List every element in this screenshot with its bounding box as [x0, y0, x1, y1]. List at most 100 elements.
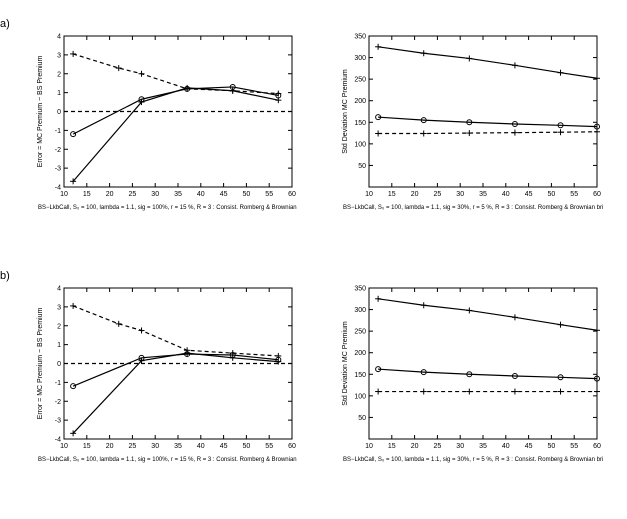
y-axis-label: Std Deviation MC Premium: [342, 321, 349, 406]
y-tick-label: 350: [354, 34, 366, 41]
y-axis-label: Error = MC Premium − BS Premium: [37, 56, 44, 168]
x-tick-label: 15: [83, 191, 91, 198]
x-tick-label: 50: [243, 443, 251, 450]
y-tick-label: 200: [354, 350, 366, 357]
x-tick-label: 30: [151, 443, 159, 450]
y-tick-label: -3: [55, 418, 61, 425]
y-tick-label: -4: [55, 185, 61, 192]
x-tick-label: 20: [106, 191, 114, 198]
series-dashed-plus: [378, 132, 597, 134]
row-label: a): [0, 18, 10, 30]
x-tick-label: 25: [129, 443, 137, 450]
x-tick-label: 55: [570, 443, 578, 450]
x-tick-label: 20: [106, 443, 114, 450]
series-dashed-plus: [73, 306, 278, 356]
x-tick-label: 55: [570, 191, 578, 198]
y-tick-label: 200: [354, 98, 366, 105]
plot-frame: [369, 36, 597, 187]
series-solid-circle: [378, 369, 597, 378]
series-solid-circle: [378, 117, 597, 126]
y-tick-label: 250: [354, 329, 366, 336]
x-tick-label: 60: [593, 443, 601, 450]
x-tick-label: 55: [265, 443, 273, 450]
chart-panel: 10 15 20 25 30 35 40 45 50 55 60 -4 -3 -2 -1 0 1 2 3 4 Error…: [30, 30, 298, 215]
y-tick-label: -2: [55, 399, 61, 406]
x-tick-label: 10: [60, 443, 68, 450]
panel-caption: BS−LkbCall, S₀ = 100, lambda = 1.1, sig …: [343, 457, 603, 463]
series-solid-plus: [378, 47, 597, 78]
x-tick-label: 10: [365, 443, 373, 450]
y-tick-label: 250: [354, 77, 366, 84]
y-tick-label: 0: [57, 109, 61, 116]
x-tick-label: 60: [288, 191, 296, 198]
y-tick-label: 1: [57, 342, 61, 349]
y-tick-label: -1: [55, 380, 61, 387]
x-tick-label: 30: [456, 443, 464, 450]
y-tick-label: 2: [57, 71, 61, 78]
y-tick-label: 0: [57, 361, 61, 368]
plot-frame: [369, 288, 597, 439]
y-tick-label: 4: [57, 34, 61, 41]
series-solid-plus: [73, 353, 278, 433]
chart-panel: 10 15 20 25 30 35 40 45 50 55 60 50 100 150 200 250 300 3…: [335, 30, 603, 215]
x-tick-label: 45: [525, 191, 533, 198]
y-tick-label: 150: [354, 372, 366, 379]
chart-panel: 1015202530354045505560-4-3-2-101234Error…: [30, 282, 298, 467]
y-tick-label: -3: [55, 166, 61, 173]
x-tick-label: 20: [411, 443, 419, 450]
x-tick-label: 50: [243, 191, 251, 198]
y-tick-label: 50: [358, 415, 366, 422]
x-tick-label: 45: [220, 191, 228, 198]
y-tick-label: 300: [354, 55, 366, 62]
y-tick-label: 100: [354, 393, 366, 400]
x-tick-label: 35: [174, 191, 182, 198]
x-tick-label: 45: [525, 443, 533, 450]
x-tick-label: 25: [434, 443, 442, 450]
y-tick-label: -1: [55, 128, 61, 135]
x-tick-label: 30: [456, 191, 464, 198]
x-tick-label: 25: [129, 191, 137, 198]
x-tick-label: 15: [388, 191, 396, 198]
y-tick-label: 3: [57, 52, 61, 59]
row-label: b): [0, 270, 10, 282]
marker-circle: [71, 384, 76, 389]
y-axis-label: Error = MC Premium − BS Premium: [37, 308, 44, 420]
x-tick-label: 50: [548, 443, 556, 450]
y-tick-label: 350: [354, 286, 366, 293]
x-tick-label: 60: [288, 443, 296, 450]
y-tick-label: -2: [55, 147, 61, 154]
y-tick-label: 300: [354, 307, 366, 314]
x-tick-label: 60: [593, 191, 601, 198]
x-tick-label: 40: [502, 191, 510, 198]
y-tick-label: 4: [57, 286, 61, 293]
y-tick-label: 3: [57, 304, 61, 311]
chart-panel: 10 15 20 25 30 35 40 45 50 55 60 50 100 150 200 250 300 3…: [335, 282, 603, 467]
x-tick-label: 40: [502, 443, 510, 450]
panel-caption: BS−LkbCall, S₀ = 100, lambda = 1.1, sig …: [38, 457, 298, 463]
series-solid-plus: [378, 299, 597, 330]
y-tick-label: 2: [57, 323, 61, 330]
x-tick-label: 15: [388, 443, 396, 450]
panel-caption: BS−LkbCall, S₀ = 100, lambda = 1.1, sig …: [343, 205, 603, 211]
y-tick-label: 1: [57, 90, 61, 97]
x-tick-label: 30: [151, 191, 159, 198]
x-tick-label: 15: [83, 443, 91, 450]
y-tick-label: 50: [358, 163, 366, 170]
y-tick-label: 150: [354, 120, 366, 127]
x-tick-label: 35: [479, 443, 487, 450]
x-tick-label: 25: [434, 191, 442, 198]
x-tick-label: 40: [197, 191, 205, 198]
x-tick-label: 35: [174, 443, 182, 450]
y-tick-label: 100: [354, 141, 366, 148]
x-tick-label: 40: [197, 443, 205, 450]
series-dashed-plus: [73, 54, 278, 94]
panel-caption: BS−LkbCall, S₀ = 100, lambda = 1.1, sig …: [38, 205, 298, 211]
series-solid-plus: [73, 88, 278, 181]
y-axis-label: Std Deviation MC Premium: [342, 69, 349, 154]
x-tick-label: 10: [60, 191, 68, 198]
x-tick-label: 20: [411, 191, 419, 198]
x-tick-label: 35: [479, 191, 487, 198]
x-tick-label: 50: [548, 191, 556, 198]
x-tick-label: 10: [365, 191, 373, 198]
x-tick-label: 55: [265, 191, 273, 198]
